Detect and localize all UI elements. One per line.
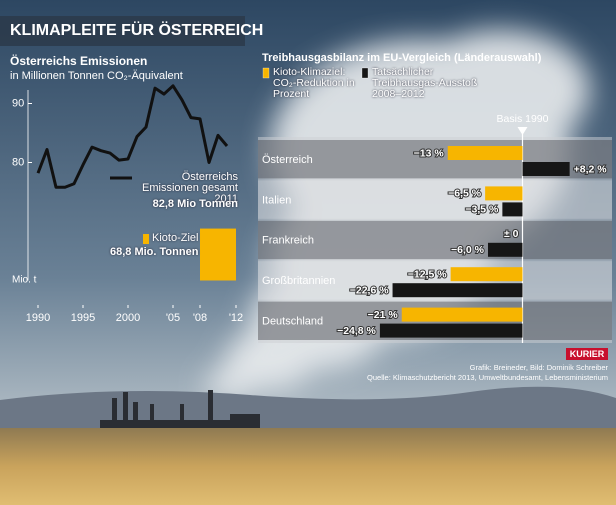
value-label: +8,2 % [574,163,608,175]
source: Quelle: Klimaschutzbericht 2013, Umweltb… [367,373,608,382]
category-label: Österreich [262,154,313,166]
value-label: −13 % [414,147,445,159]
x-tick-label: 1995 [71,312,95,324]
bar [522,162,570,176]
row-band [258,220,612,260]
field [0,428,616,505]
kioto-legend: Kioto-Ziel [152,232,199,244]
title-bar [0,16,245,46]
category-label: Deutschland [262,316,323,328]
kioto-value-label: 68,8 Mio. Tonnen [110,246,199,258]
legend-label: Kioto-Klimaziel: CO₂-Reduktion in Prozen… [273,66,355,100]
bar [447,146,523,160]
emission-line [36,84,229,189]
bar [401,307,523,322]
value-label: −6,5 % [448,188,482,200]
bar [450,267,523,282]
value-label: −12,5 % [408,268,447,280]
bar [502,202,523,217]
y-tick-label: 90 [12,97,24,109]
x-tick-label: 1990 [26,312,50,324]
right-chart-title: Treibhausgasbilanz im EU-Vergleich (Länd… [262,52,542,64]
bar [485,186,523,201]
legend-label: Tatsächlicher Treibhausgas-Ausstoß 2008–… [372,66,478,100]
value-label: −24,8 % [337,325,376,337]
bar [379,323,523,338]
legend-swatch [361,67,369,79]
x-tick-label: '08 [193,312,207,324]
line-value-label: 82,8 Mio Tonnen [152,198,238,210]
value-label: −22,6 % [350,284,389,296]
kioto-legend-swatch [143,234,149,244]
left-chart-subtitle: in Millionen Tonnen CO₂-Äquivalent [10,70,183,82]
value-label: ± 0 [504,228,519,240]
x-tick-label: 2000 [116,312,140,324]
bar [392,283,523,298]
row-band [258,180,612,219]
category-label: Frankreich [262,235,314,247]
brand-box [566,348,608,360]
x-tick-label: '05 [166,312,180,324]
x-tick-label: '12 [229,312,243,324]
brand: KURIER [570,349,605,359]
value-label: −6,0 % [451,244,485,256]
value-label: −21 % [368,309,399,321]
main-title: KLIMAPLEITE FÜR ÖSTERREICH [10,20,263,39]
value-label: −3,5 % [465,204,499,216]
bar [488,242,523,257]
line-legend: Österreichs Emissionen gesamt 2011 [142,171,238,205]
kioto-bar [200,228,236,281]
reference-label: Basis 1990 [497,113,549,125]
category-label: Italien [262,194,291,206]
category-label: Großbritannien [262,275,335,287]
left-chart-title: Österreichs Emissionen [10,53,147,68]
credit: Grafik: Breineder, Bild: Dominik Schreib… [470,363,609,372]
legend-swatch [262,67,270,79]
y-tick-label: 80 [12,156,24,168]
reference-marker [517,127,528,135]
y-axis-label: Mio. t [12,275,37,286]
